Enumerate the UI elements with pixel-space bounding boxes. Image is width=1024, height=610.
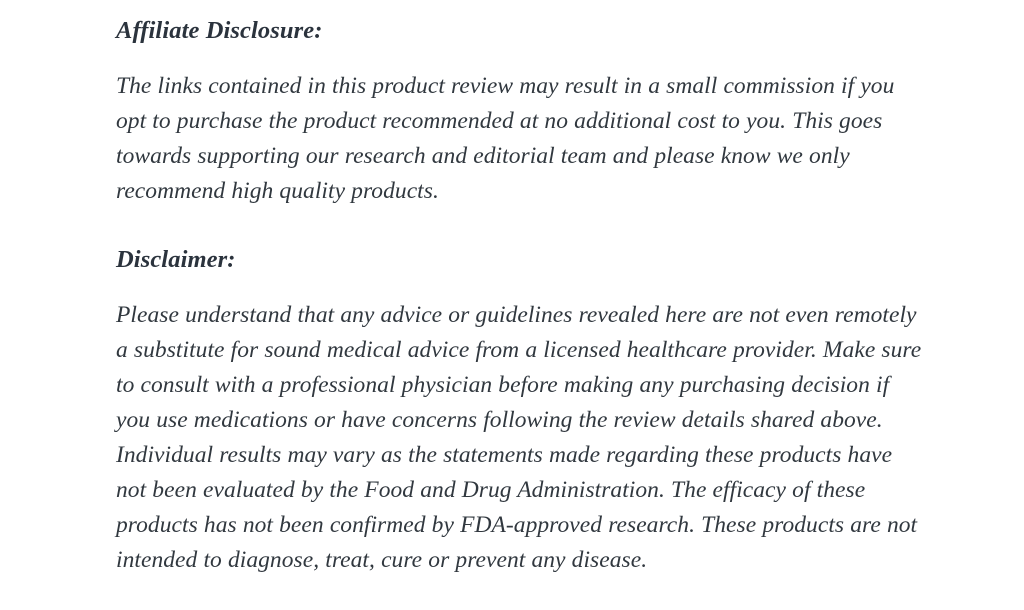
- disclaimer-section: Disclaimer: Please understand that any a…: [116, 243, 922, 578]
- affiliate-disclosure-paragraph: The links contained in this product revi…: [116, 73, 895, 204]
- disclaimer-heading: Disclaimer:: [116, 246, 236, 273]
- content-column: Affiliate Disclosure: The links containe…: [116, 14, 922, 578]
- disclaimer-paragraph: Please understand that any advice or gui…: [116, 302, 922, 573]
- affiliate-disclosure-heading: Affiliate Disclosure:: [116, 17, 323, 44]
- affiliate-disclosure-section: Affiliate Disclosure: The links containe…: [116, 14, 922, 209]
